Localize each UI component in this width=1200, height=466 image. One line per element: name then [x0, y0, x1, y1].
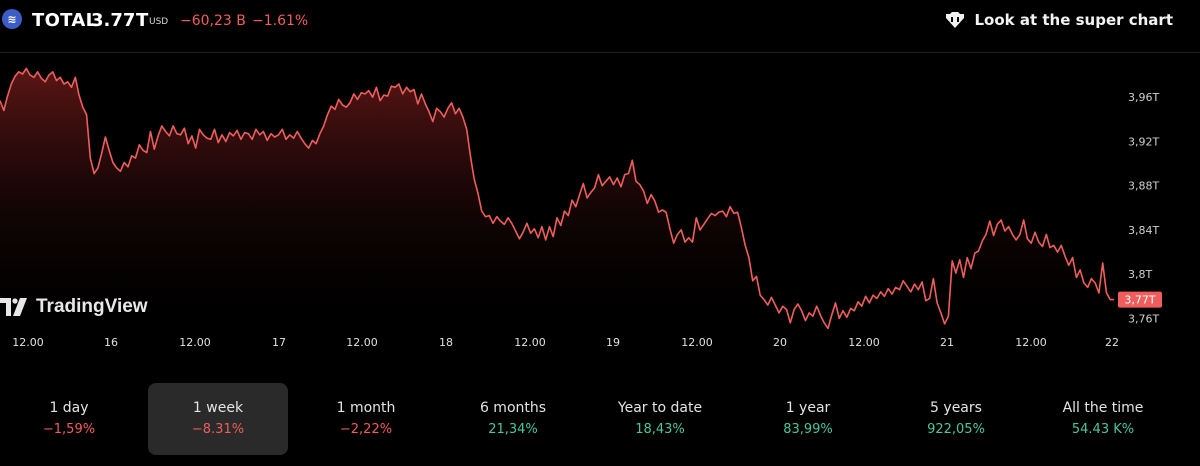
x-tick-label: 16 — [104, 336, 118, 349]
range-year-to-date[interactable]: Year to date 18,43% — [590, 383, 730, 455]
current-price: 3.77 — [91, 10, 136, 31]
range-1-year[interactable]: 1 year 83,99% — [738, 383, 878, 455]
range-1-week[interactable]: 1 week −8.31% — [148, 383, 288, 455]
range-all-time[interactable]: All the time 54.43 K% — [1033, 383, 1173, 455]
y-tick-label: 3,92T — [1128, 135, 1159, 148]
symbol-header: ≋ TOTAL 3.77 T USD −60,23 B −1.61% Look … — [0, 0, 1200, 40]
price-chart[interactable]: 3,96T 3,92T 3,88T 3,84T 3,8T 3,76T 3,77T 12.0… — [0, 53, 1200, 363]
super-chart-link[interactable]: Look at the super chart — [944, 11, 1173, 29]
y-tick-label: 3,8T — [1128, 268, 1152, 281]
svg-text:3,77T: 3,77T — [1124, 294, 1155, 307]
x-tick-label: 19 — [606, 336, 620, 349]
y-tick-label: 3,76T — [1128, 312, 1159, 325]
range-1-month[interactable]: 1 month −2,22% — [296, 383, 436, 455]
price-line — [0, 67, 1114, 330]
crown-diamond-icon — [946, 12, 965, 28]
x-tick-label: 12.00 — [681, 336, 713, 349]
price-area — [0, 68, 1114, 335]
x-tick-label: 18 — [439, 336, 453, 349]
change-percent: −1.61% — [252, 13, 309, 29]
y-axis: 3,96T 3,92T 3,88T 3,84T 3,8T 3,76T — [1128, 91, 1159, 325]
range-change: 922,05% — [927, 422, 985, 437]
x-tick-label: 12.00 — [12, 336, 44, 349]
range-change: 18,43% — [635, 422, 685, 437]
range-change: −2,22% — [339, 422, 393, 437]
x-tick-label: 12.00 — [1015, 336, 1047, 349]
time-range-selector: 1 day −1,59% 1 week −8.31% 1 month −2,22% 6… — [0, 383, 1200, 455]
currency-label: USD — [149, 17, 169, 27]
range-change: 83,99% — [783, 422, 833, 437]
header-divider — [0, 52, 1200, 53]
y-tick-label: 3,84T — [1128, 224, 1159, 237]
x-tick-label: 17 — [272, 336, 286, 349]
x-tick-label: 20 — [773, 336, 787, 349]
range-6-months[interactable]: 6 months 21,34% — [443, 383, 583, 455]
total-market-logo-icon: ≋ — [2, 9, 22, 29]
super-chart-label: Look at the super chart — [974, 11, 1173, 29]
last-price-label: 3,77T — [1118, 291, 1162, 308]
range-5-years[interactable]: 5 years 922,05% — [886, 383, 1026, 455]
range-1-day[interactable]: 1 day −1,59% — [0, 383, 139, 455]
price-unit: T — [136, 10, 149, 31]
range-change: −8.31% — [191, 422, 245, 437]
tradingview-watermark: TradingView — [0, 296, 148, 318]
x-tick-label: 21 — [940, 336, 954, 349]
x-tick-label: 12.00 — [179, 336, 211, 349]
x-axis: 12.00 16 12.00 17 12.00 18 12.00 19 12.00 20 12.00… — [12, 336, 1119, 349]
x-tick-label: 12.00 — [346, 336, 378, 349]
symbol-name[interactable]: TOTAL — [32, 10, 98, 31]
range-change: 21,34% — [488, 422, 538, 437]
tradingview-wordmark: TradingView — [36, 296, 148, 317]
range-change: 54.43 K% — [1071, 422, 1135, 437]
x-tick-label: 12.00 — [514, 336, 546, 349]
y-tick-label: 3,88T — [1128, 180, 1159, 193]
x-tick-label: 12.00 — [848, 336, 880, 349]
x-tick-label: 22 — [1105, 336, 1119, 349]
y-tick-label: 3,96T — [1128, 91, 1159, 104]
tradingview-logo-icon — [0, 298, 27, 316]
range-change: −1,59% — [42, 422, 96, 437]
change-absolute: −60,23 B — [180, 13, 246, 29]
